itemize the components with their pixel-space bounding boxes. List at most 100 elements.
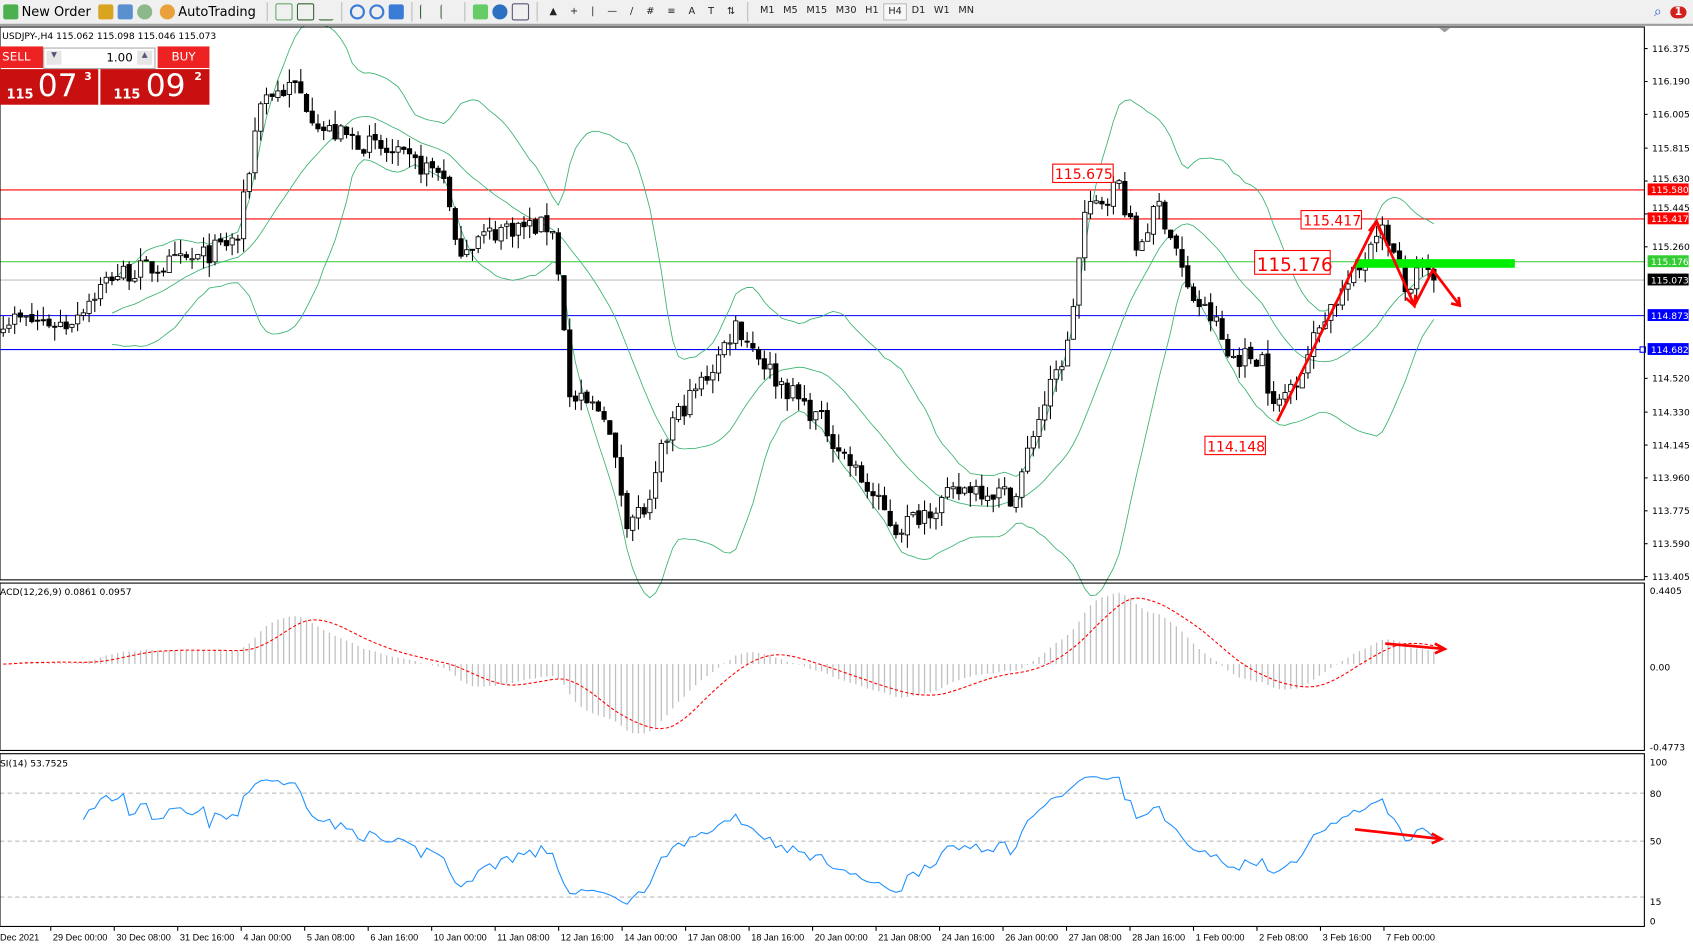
templates-icon[interactable]: [511, 3, 530, 21]
candlestick-icon[interactable]: [296, 3, 315, 21]
timeframe-w1[interactable]: W1: [933, 5, 950, 17]
periods-icon[interactable]: [492, 4, 508, 20]
zoom-out-icon[interactable]: [369, 4, 385, 20]
autotrading-button[interactable]: AutoTrading: [157, 1, 259, 23]
line-chart-icon[interactable]: [318, 4, 334, 20]
indicators-icon[interactable]: [472, 4, 489, 20]
trendline-icon[interactable]: /: [630, 6, 634, 18]
candle: [675, 403, 682, 423]
timeframe-h4[interactable]: H4: [882, 3, 908, 21]
search-icon[interactable]: ⌕: [1653, 3, 1662, 20]
text-label-icon[interactable]: T: [708, 6, 715, 18]
fibonacci-icon[interactable]: ≡: [667, 6, 676, 18]
timeframe-d1[interactable]: D1: [911, 5, 926, 17]
text-icon[interactable]: A: [688, 6, 696, 18]
date-label: 20 Jan 00:00: [815, 933, 868, 943]
candle: [1345, 270, 1351, 301]
price-tick-label: 116.375: [1652, 44, 1690, 55]
candle: [1139, 238, 1145, 251]
new-order-button[interactable]: New Order: [0, 1, 94, 23]
candle-body: [590, 401, 596, 404]
chart-shift-marker: [1439, 28, 1451, 33]
date-label: Dec 2021: [0, 933, 39, 943]
autoscroll-icon[interactable]: [440, 4, 457, 20]
candle: [1024, 435, 1031, 474]
candle-body: [155, 271, 161, 274]
candle: [738, 321, 745, 347]
date-label: 10 Jan 00:00: [434, 933, 487, 943]
candle: [641, 503, 647, 518]
timeframe-m5[interactable]: M5: [783, 5, 798, 17]
candle: [990, 494, 996, 513]
candle-body: [767, 363, 773, 370]
candle: [962, 486, 968, 496]
candle: [1145, 223, 1151, 242]
candle: [298, 69, 304, 94]
timeframe-m15[interactable]: M15: [806, 5, 828, 17]
candle-body: [315, 123, 321, 130]
candle-body: [704, 376, 710, 381]
chart-shift-icon[interactable]: [419, 4, 436, 20]
candle-body: [1225, 338, 1231, 357]
candle: [389, 139, 395, 164]
arrowhead: [1450, 296, 1462, 308]
horizontal-line-icon[interactable]: —: [607, 6, 618, 18]
timeframe-h1[interactable]: H1: [865, 5, 879, 17]
notification-badge[interactable]: 1: [1670, 5, 1687, 18]
timeframe-mn[interactable]: MN: [958, 5, 974, 17]
candle-body: [389, 151, 395, 154]
candle: [1076, 257, 1082, 319]
sell-price-big: 115: [6, 86, 34, 102]
macd-panel: [3, 592, 1448, 734]
candle-body: [801, 398, 807, 402]
candle: [893, 521, 899, 539]
candle-body: [178, 253, 184, 257]
candle: [1271, 381, 1277, 412]
zoom-in-icon[interactable]: [349, 4, 365, 20]
candle: [1185, 255, 1191, 289]
lot-decrease-icon[interactable]: ▼: [46, 50, 62, 65]
sell-button[interactable]: SELL: [0, 46, 44, 69]
cursor-icon[interactable]: ▲: [549, 6, 558, 18]
candle-body: [1122, 181, 1128, 216]
candle-body: [1253, 359, 1260, 367]
candle: [824, 402, 830, 443]
price-panel: 115.675 115.417 115.176 114.148: [0, 25, 1647, 599]
market-watch-icon[interactable]: [98, 4, 114, 20]
candle: [761, 350, 767, 380]
price-tick-label: 113.775: [1652, 506, 1690, 517]
candle-body: [601, 411, 607, 420]
candle-body: [916, 510, 922, 525]
candle-body: [366, 135, 373, 153]
buy-price[interactable]: 115 09 2: [100, 67, 210, 105]
candle: [120, 260, 127, 281]
arrows-icon[interactable]: ⇅: [726, 6, 736, 18]
candle: [527, 207, 533, 239]
vertical-line-icon[interactable]: |: [591, 6, 595, 18]
divider: [341, 2, 343, 22]
lot-size-input[interactable]: ▼ 1.00 ▲: [43, 47, 156, 70]
lot-increase-icon[interactable]: ▲: [137, 50, 153, 65]
price-panel-frame: [0, 26, 1645, 581]
sell-price[interactable]: 115 07 3: [0, 67, 99, 105]
buy-button-label[interactable]: BUY: [157, 46, 210, 69]
candle: [223, 232, 230, 251]
candle: [1122, 172, 1128, 218]
crosshair-icon[interactable]: +: [569, 6, 579, 18]
tile-windows-icon[interactable]: [388, 4, 404, 20]
signals-icon[interactable]: [137, 4, 153, 20]
candle-body: [778, 381, 785, 385]
candle: [155, 265, 161, 283]
bar-chart-icon[interactable]: [275, 3, 293, 21]
candle-body: [933, 512, 939, 520]
channel-icon[interactable]: #: [646, 6, 655, 18]
timeframe-m1[interactable]: M1: [759, 5, 775, 17]
candle: [321, 121, 327, 141]
data-window-icon[interactable]: [117, 4, 133, 20]
candle-body: [321, 126, 327, 132]
timeframe-m30[interactable]: M30: [835, 5, 857, 17]
candle-body: [1059, 366, 1065, 371]
price-line-tag-text: 115.176: [1651, 257, 1689, 268]
candle-body: [0, 328, 6, 334]
